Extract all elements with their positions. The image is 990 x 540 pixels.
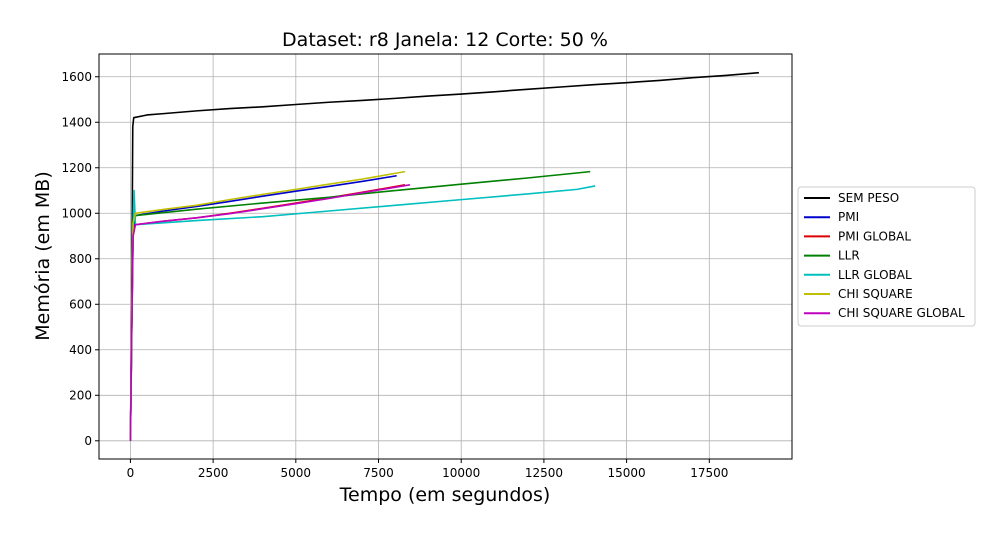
x-tick-label: 7500 — [363, 466, 394, 480]
x-axis-label: Tempo (em segundos) — [339, 484, 551, 506]
y-tick-label: 1600 — [61, 70, 92, 84]
legend-label: LLR — [838, 249, 860, 263]
legend-label: SEM PESO — [838, 191, 899, 205]
series-line-chi-square-global — [129, 184, 411, 441]
x-tick-label: 0 — [127, 466, 135, 480]
y-tick-label: 1000 — [61, 206, 92, 220]
series-line-llr — [129, 170, 591, 441]
x-tick-label: 12500 — [525, 466, 563, 480]
series-line-sem-peso — [129, 71, 759, 441]
y-tick-label: 200 — [69, 388, 92, 402]
y-tick-label: 400 — [69, 343, 92, 357]
legend-label: PMI — [838, 210, 859, 224]
legend-label: CHI SQUARE — [838, 287, 913, 301]
series-line-pmi-global — [129, 184, 406, 441]
x-tick-label: 5000 — [281, 466, 312, 480]
legend-label: PMI GLOBAL — [838, 229, 911, 243]
y-tick-label: 800 — [69, 252, 92, 266]
series-line-pmi — [129, 174, 397, 441]
legend-frame — [797, 186, 976, 327]
plot-area-frame — [98, 53, 793, 460]
y-tick-label: 600 — [69, 297, 92, 311]
legend: SEM PESO PMI PMI GLOBAL LLR LLR GLOBAL CHI SQ… — [797, 186, 976, 327]
x-tick-label: 15000 — [608, 466, 646, 480]
grid — [99, 54, 792, 459]
legend-label: CHI SQUARE GLOBAL — [838, 306, 965, 320]
y-tick-label: 1200 — [61, 161, 92, 175]
x-tick-label: 10000 — [442, 466, 480, 480]
chart-title: Dataset: r8 Janela: 12 Corte: 50 % — [282, 29, 608, 51]
axis-ticks: 0 2500 5000 7500 10000 12500 15000 17500 0 200 400… — [61, 70, 728, 480]
y-axis-label: Memória (em MB) — [32, 171, 54, 340]
x-tick-label: 2500 — [198, 466, 229, 480]
legend-label: LLR GLOBAL — [838, 268, 912, 282]
y-tick-label: 0 — [84, 434, 92, 448]
x-tick-label: 17500 — [690, 466, 728, 480]
series-line-llr-global — [129, 185, 596, 441]
series-lines — [129, 71, 759, 441]
y-tick-label: 1400 — [61, 115, 92, 129]
